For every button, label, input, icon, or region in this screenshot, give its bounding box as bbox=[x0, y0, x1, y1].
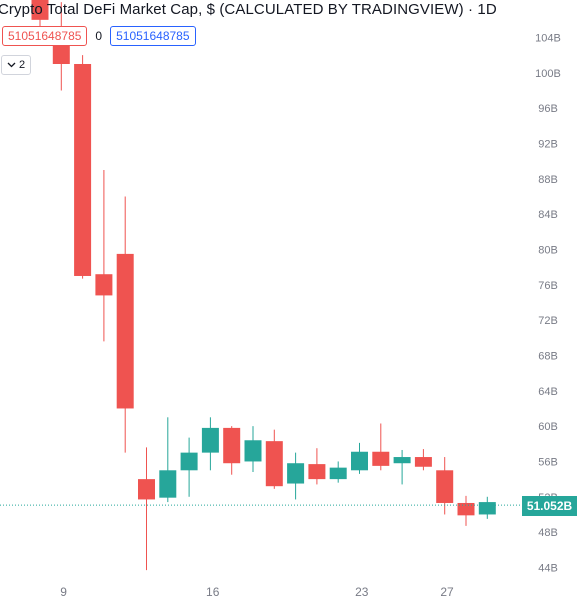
ohlc-legend: 51051648785 0 51051648785 bbox=[2, 25, 196, 47]
x-tick-label: 16 bbox=[206, 585, 220, 599]
y-tick-label: 92B bbox=[538, 138, 558, 150]
y-tick-label: 100B bbox=[535, 68, 561, 80]
candle-body bbox=[244, 440, 262, 462]
candle-body bbox=[74, 63, 92, 276]
candle-body bbox=[478, 502, 496, 515]
candles-group bbox=[31, 0, 496, 571]
y-tick-label: 68B bbox=[538, 350, 558, 362]
y-tick-label: 104B bbox=[535, 33, 561, 45]
candle-body bbox=[351, 451, 368, 471]
candle-body bbox=[31, 0, 49, 20]
candle-body bbox=[457, 502, 475, 516]
close-value-badge: 51051648785 bbox=[110, 26, 196, 46]
x-tick-label: 27 bbox=[440, 585, 454, 599]
y-tick-label: 56B bbox=[538, 456, 558, 468]
indicator-collapse-button[interactable]: 2 bbox=[1, 55, 31, 75]
open-value-badge: 51051648785 bbox=[2, 26, 88, 46]
candle-body bbox=[180, 452, 198, 471]
indicator-count: 2 bbox=[18, 59, 26, 71]
y-tick-label: 48B bbox=[538, 527, 558, 539]
candle-body bbox=[223, 427, 241, 464]
candle-body bbox=[436, 470, 454, 503]
y-tick-label: 64B bbox=[538, 386, 558, 398]
candle-body bbox=[372, 451, 390, 466]
candle-body bbox=[287, 463, 305, 484]
candle-body bbox=[393, 457, 411, 464]
last-price-label: 51.052B bbox=[522, 496, 577, 516]
y-tick-label: 44B bbox=[538, 562, 558, 574]
change-value: 0 bbox=[95, 29, 103, 43]
candle-body bbox=[414, 457, 432, 467]
candle-body bbox=[138, 479, 155, 500]
y-tick-label: 88B bbox=[538, 174, 558, 186]
candle-body bbox=[308, 464, 326, 480]
y-tick-label: 72B bbox=[538, 315, 558, 327]
candle-body bbox=[95, 274, 113, 296]
candle-body bbox=[116, 253, 134, 409]
candle-body bbox=[329, 467, 347, 480]
y-tick-label: 76B bbox=[538, 280, 558, 292]
x-tick-label: 23 bbox=[355, 585, 369, 599]
y-tick-label: 84B bbox=[538, 209, 558, 221]
candle-body bbox=[201, 427, 219, 453]
candle-body bbox=[265, 441, 283, 487]
y-tick-label: 60B bbox=[538, 421, 558, 433]
x-tick-label: 9 bbox=[60, 585, 67, 599]
chevron-down-icon bbox=[7, 59, 16, 71]
chart-title: Crypto Total DeFi Market Cap, $ (CALCULA… bbox=[0, 1, 497, 18]
candle-body bbox=[159, 470, 177, 498]
y-tick-label: 96B bbox=[538, 103, 558, 115]
y-tick-label: 80B bbox=[538, 244, 558, 256]
